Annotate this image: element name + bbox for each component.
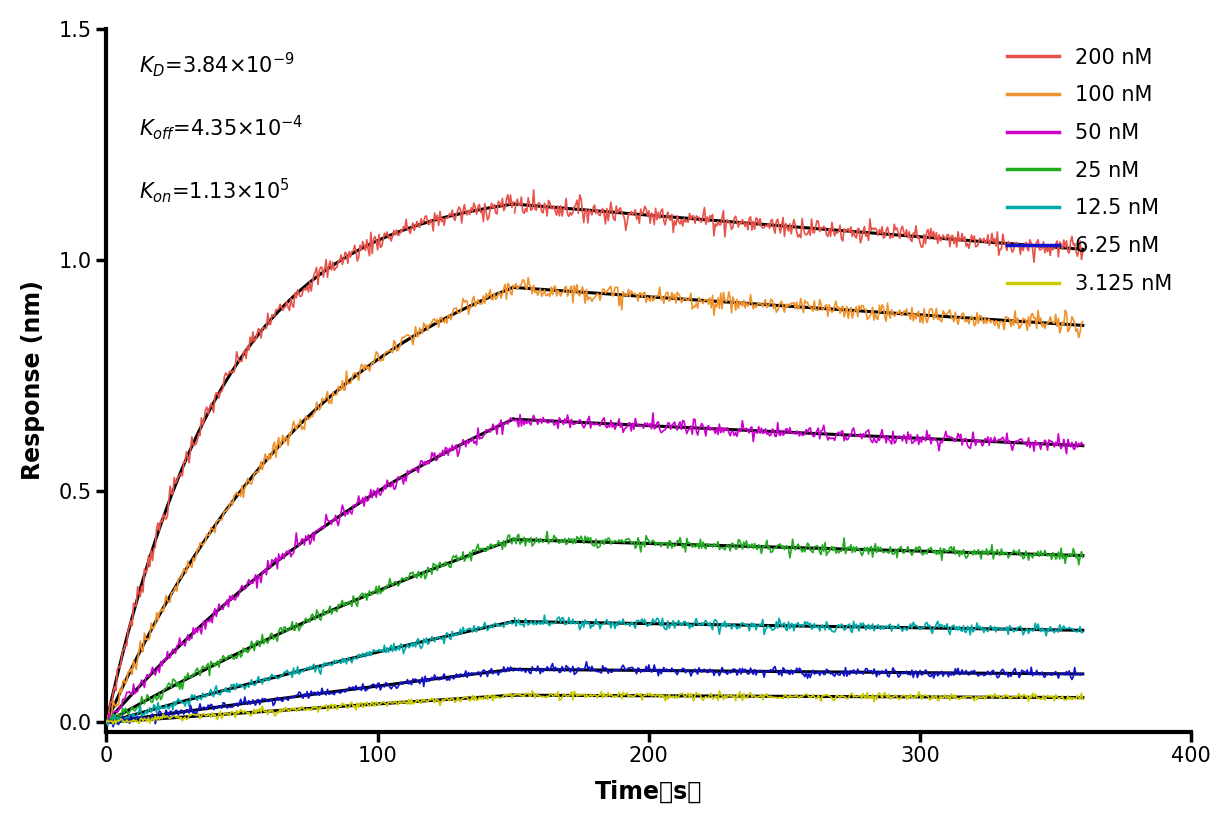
Text: $K_{off}$=4.35×10$^{-4}$: $K_{off}$=4.35×10$^{-4}$: [139, 113, 303, 142]
Text: $K_D$=3.84×10$^{-9}$: $K_D$=3.84×10$^{-9}$: [139, 50, 294, 78]
Text: $K_{on}$=1.13×10$^{5}$: $K_{on}$=1.13×10$^{5}$: [139, 177, 290, 205]
Y-axis label: Response (nm): Response (nm): [21, 280, 44, 480]
Legend: 200 nM, 100 nM, 50 nM, 25 nM, 12.5 nM, 6.25 nM, 3.125 nM: 200 nM, 100 nM, 50 nM, 25 nM, 12.5 nM, 6…: [998, 40, 1181, 302]
X-axis label: Time（s）: Time（s）: [595, 780, 702, 804]
